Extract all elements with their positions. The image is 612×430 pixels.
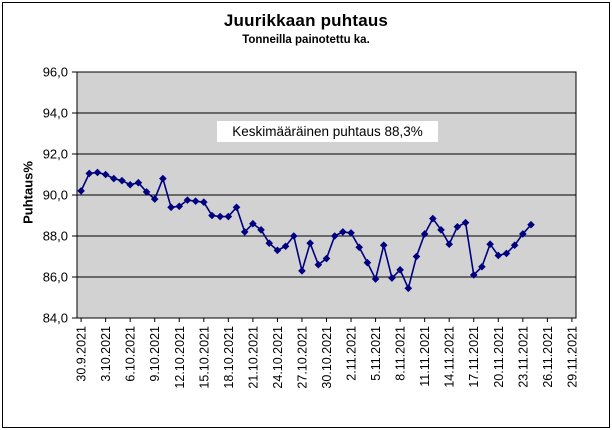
data-point <box>379 241 388 250</box>
x-tick-label: 9.10.2021 <box>148 326 162 382</box>
data-point <box>77 187 85 195</box>
data-point <box>134 178 143 187</box>
data-point <box>420 230 429 238</box>
data-point <box>224 212 233 221</box>
data-point <box>461 218 470 227</box>
data-point <box>412 252 421 261</box>
x-tick-label: 12.10.2021 <box>173 326 187 389</box>
x-tick-label: 6.10.2021 <box>124 326 138 382</box>
x-tick-label: 11.11.2021 <box>418 326 432 387</box>
x-tick-label: 5.11.2021 <box>369 326 383 381</box>
data-point <box>118 176 126 185</box>
data-point <box>339 228 347 236</box>
average-purity-annotation: Keskimääräinen puhtaus 88,3% <box>217 121 438 142</box>
data-point <box>232 203 241 212</box>
chart-subtitle: Tonneilla painotettu ka. <box>242 34 370 46</box>
data-point <box>494 251 503 260</box>
y-tick-label: 90,0 <box>43 188 68 203</box>
data-point <box>330 232 339 240</box>
x-tick-label: 3.10.2021 <box>99 326 113 382</box>
data-point <box>175 202 184 211</box>
data-point <box>347 229 355 237</box>
data-point <box>249 219 257 228</box>
data-point <box>199 198 208 206</box>
y-tick-label: 86,0 <box>43 270 68 285</box>
data-point <box>478 262 486 271</box>
data-point <box>371 275 380 283</box>
y-axis-title: Puhtaus% <box>20 161 36 224</box>
data-point <box>396 266 404 274</box>
data-line <box>80 171 532 290</box>
data-point <box>519 230 527 238</box>
x-tick-label: 27.10.2021 <box>295 326 309 389</box>
data-point <box>167 203 175 212</box>
x-tick-label: 30.10.2021 <box>320 326 334 389</box>
x-tick-label: 20.11.2021 <box>492 326 506 388</box>
x-tick-label: 23.11.2021 <box>516 326 530 388</box>
x-tick-label: 18.10.2021 <box>222 326 236 389</box>
x-tick-label: 15.10.2021 <box>197 326 211 389</box>
x-tick-label: 29.11.2021 <box>565 326 579 388</box>
data-point <box>265 239 274 247</box>
data-point <box>510 241 519 250</box>
data-point <box>453 222 462 231</box>
data-point <box>273 246 282 255</box>
data-point <box>355 243 364 252</box>
y-tick-label: 94,0 <box>43 106 68 121</box>
x-tick-label: 21.10.2021 <box>246 326 260 389</box>
x-tick-label: 14.11.2021 <box>443 326 457 388</box>
data-point <box>527 220 535 229</box>
data-point <box>306 239 314 247</box>
data-point <box>142 188 151 196</box>
x-tick-label: 2.11.2021 <box>345 326 359 381</box>
data-point <box>445 240 454 248</box>
data-point <box>257 226 265 234</box>
data-point <box>281 242 290 251</box>
data-point <box>322 254 331 263</box>
data-point <box>216 212 224 221</box>
data-point <box>183 196 192 204</box>
x-tick-label: 30.9.2021 <box>75 326 89 382</box>
y-tick-label: 84,0 <box>43 311 68 326</box>
x-tick-label: 17.11.2021 <box>467 326 481 388</box>
data-point <box>150 195 159 203</box>
data-point <box>191 197 200 205</box>
data-point <box>502 249 511 258</box>
data-point <box>437 226 445 234</box>
data-point <box>208 211 216 220</box>
data-point <box>110 174 118 183</box>
data-point <box>126 180 134 189</box>
data-point <box>486 240 494 248</box>
data-point <box>404 284 413 293</box>
data-point <box>429 214 437 223</box>
data-point <box>469 271 478 279</box>
x-tick-label: 26.11.2021 <box>541 326 555 388</box>
data-point <box>314 260 323 269</box>
data-point <box>363 258 372 267</box>
data-point <box>159 174 167 183</box>
data-point <box>289 232 298 240</box>
x-tick-label: 24.10.2021 <box>271 326 285 389</box>
x-tick-label: 8.11.2021 <box>394 326 408 381</box>
y-tick-label: 96,0 <box>43 65 68 80</box>
data-point <box>240 228 249 236</box>
data-point <box>298 267 306 275</box>
chart-title: Juurikkaan puhtaus <box>223 11 389 30</box>
data-point <box>388 274 396 282</box>
data-point <box>93 168 102 177</box>
y-tick-label: 92,0 <box>43 147 68 162</box>
y-tick-label: 88,0 <box>43 229 68 244</box>
data-point <box>85 169 94 178</box>
data-point <box>101 170 110 179</box>
